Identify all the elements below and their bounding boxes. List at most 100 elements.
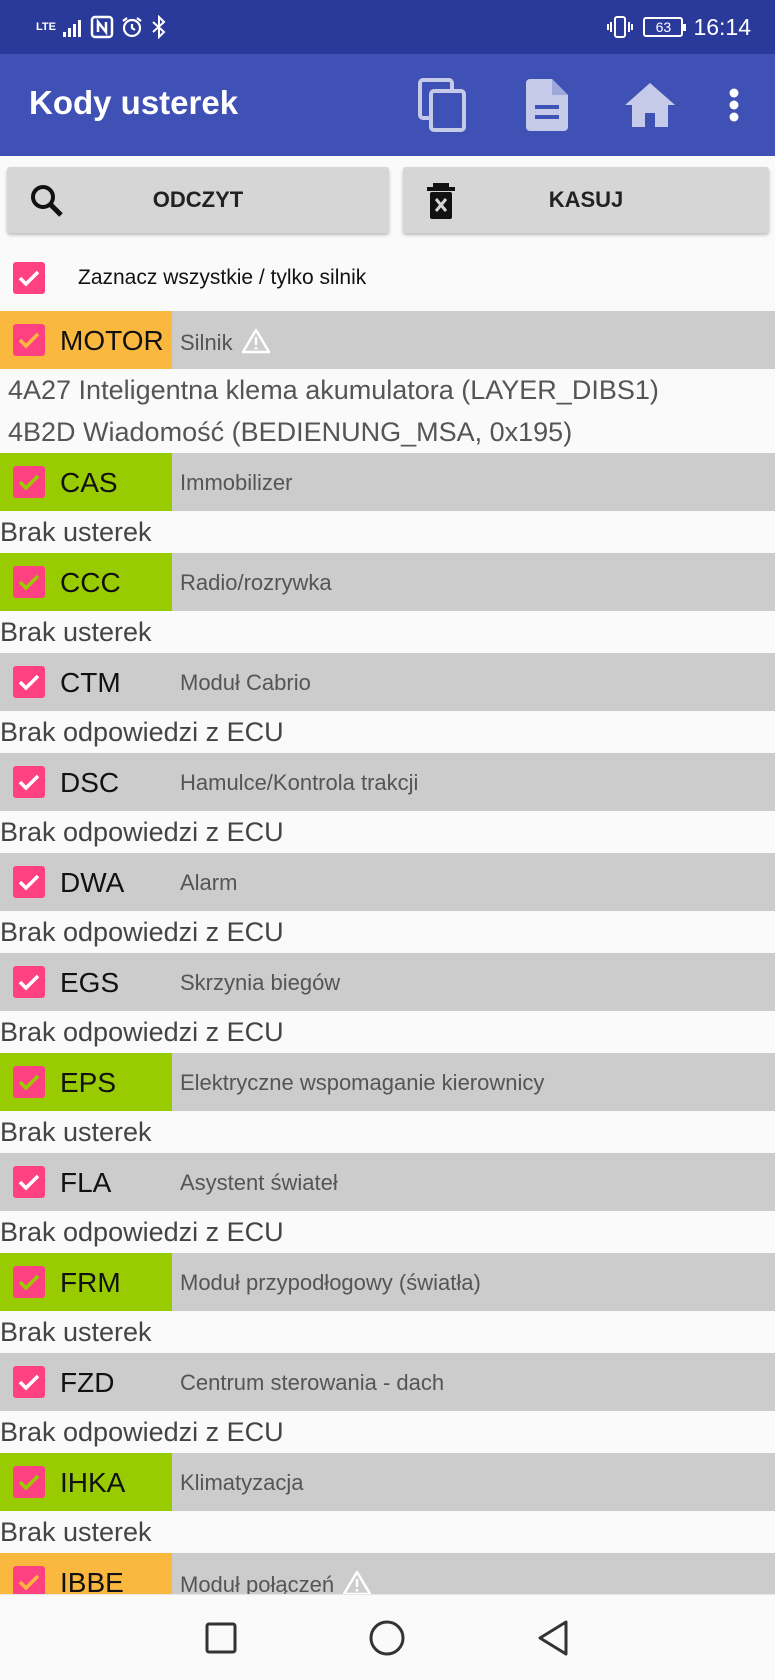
ecu-status-text: Brak odpowiedzi z ECU <box>0 817 284 847</box>
ecu-description: Moduł Cabrio <box>180 670 311 696</box>
warning-icon <box>342 1570 372 1594</box>
ecu-list[interactable]: MOTOR Silnik 4A27 Inteligentna klema akumu… <box>0 311 775 1594</box>
ecu-row-motor[interactable]: MOTOR Silnik <box>0 311 775 369</box>
ecu-checkbox[interactable] <box>13 966 45 998</box>
clock: 16:14 <box>693 13 751 40</box>
ecu-code: EGS <box>60 967 120 998</box>
ecu-checkbox[interactable] <box>13 866 45 898</box>
ecu-status-text: Brak usterek <box>0 1517 152 1547</box>
page-title: Kody usterek <box>29 84 239 121</box>
checkmark-icon <box>18 1174 40 1191</box>
checkmark-icon <box>18 474 40 491</box>
ecu-row-ccc[interactable]: CCC Radio/rozrywka <box>0 553 775 611</box>
ecu-checkbox[interactable] <box>13 666 45 698</box>
ecu-row-frm[interactable]: FRM Moduł przypodłogowy (światła) <box>0 1253 775 1311</box>
status-bar: LTE 63 16:14 <box>0 0 775 54</box>
status-bar-left: LTE <box>36 12 168 42</box>
ecu-description-text: Moduł połączeń <box>180 1572 335 1594</box>
ecu-row-dwa[interactable]: DWA Alarm <box>0 853 775 911</box>
ecu-status-text: Brak odpowiedzi z ECU <box>0 717 284 747</box>
checkmark-icon <box>18 774 40 791</box>
checkmark-icon <box>18 874 40 891</box>
ecu-description-text: Silnik <box>180 330 233 355</box>
ecu-description-text: Centrum sterowania - dach <box>180 1370 445 1395</box>
overflow-menu-icon[interactable] <box>707 78 761 132</box>
clear-button-label: KASUJ <box>548 187 624 212</box>
checkmark-icon <box>18 1374 40 1391</box>
ecu-description: Moduł połączeń <box>180 1570 372 1594</box>
system-nav-bar <box>0 1594 775 1680</box>
ecu-row-ibbe[interactable]: IBBE Moduł połączeń <box>0 1553 775 1594</box>
ecu-checkbox[interactable] <box>13 324 45 356</box>
recents-icon[interactable] <box>198 1615 244 1661</box>
ecu-code: CAS <box>60 467 118 498</box>
ecu-checkbox[interactable] <box>13 1466 45 1498</box>
ecu-description: Immobilizer <box>180 470 292 496</box>
ecu-checkbox[interactable] <box>13 1066 45 1098</box>
read-button[interactable]: ODCZYT <box>7 167 389 233</box>
delete-icon <box>427 183 455 219</box>
ecu-description: Alarm <box>180 870 237 896</box>
home-circle-icon[interactable] <box>364 1615 410 1661</box>
ecu-description-text: Skrzynia biegów <box>180 970 341 995</box>
home-icon[interactable] <box>623 78 677 132</box>
ecu-checkbox[interactable] <box>13 566 45 598</box>
ecu-description-text: Alarm <box>180 870 238 895</box>
ecu-checkbox[interactable] <box>13 766 45 798</box>
ecu-description: Elektryczne wspomaganie kierownicy <box>180 1070 544 1096</box>
ecu-checkbox[interactable] <box>13 1566 45 1594</box>
ecu-checkbox[interactable] <box>13 1266 45 1298</box>
ecu-checkbox[interactable] <box>13 1166 45 1198</box>
ecu-status-text: Brak usterek <box>0 517 152 547</box>
ecu-code: DSC <box>60 767 120 798</box>
ecu-row-egs[interactable]: EGS Skrzynia biegów <box>0 953 775 1011</box>
battery-indicator: 63 <box>643 17 687 37</box>
ecu-code: FLA <box>60 1167 112 1198</box>
nfc-icon <box>90 15 114 39</box>
back-icon[interactable] <box>530 1615 576 1661</box>
ecu-description-text: Klimatyzacja <box>180 1470 304 1495</box>
vibrate-icon <box>607 16 634 38</box>
ecu-row-ctm[interactable]: CTM Moduł Cabrio <box>0 653 775 711</box>
ecu-status-text: Brak odpowiedzi z ECU <box>0 1417 284 1447</box>
select-all-row[interactable]: Zaznacz wszystkie / tylko silnik <box>0 254 775 304</box>
ecu-description-text: Moduł Cabrio <box>180 670 311 695</box>
ecu-status-text: Brak odpowiedzi z ECU <box>0 1017 284 1047</box>
bluetooth-icon <box>152 15 166 39</box>
alarm-icon <box>122 17 142 38</box>
ecu-row-fzd[interactable]: FZD Centrum sterowania - dach <box>0 1353 775 1411</box>
fault-code-line: 4B2D Wiadomość (BEDIENUNG_MSA, 0x195) <box>8 417 573 447</box>
clear-button[interactable]: KASUJ <box>403 167 769 233</box>
network-type-label: LTE <box>36 20 56 33</box>
signal-icon <box>62 20 81 37</box>
ecu-row-ihka[interactable]: IHKA Klimatyzacja <box>0 1453 775 1511</box>
ecu-row-dsc[interactable]: DSC Hamulce/Kontrola trakcji <box>0 753 775 811</box>
copy-icon[interactable] <box>415 78 469 132</box>
ecu-row-fla[interactable]: FLA Asystent świateł <box>0 1153 775 1211</box>
ecu-status-text: Brak usterek <box>0 1317 152 1347</box>
select-all-label: Zaznacz wszystkie / tylko silnik <box>78 266 367 289</box>
ecu-description-text: Moduł przypodłogowy (światła) <box>180 1270 481 1295</box>
checkmark-icon <box>18 332 40 349</box>
ecu-checkbox[interactable] <box>13 1366 45 1398</box>
ecu-description: Hamulce/Kontrola trakcji <box>180 770 418 796</box>
checkmark-icon <box>18 1574 40 1591</box>
ecu-description: Radio/rozrywka <box>180 570 332 596</box>
ecu-row-eps[interactable]: EPS Elektryczne wspomaganie kierownicy <box>0 1053 775 1111</box>
ecu-code: FRM <box>60 1267 121 1298</box>
checkmark-icon <box>18 574 40 591</box>
ecu-description: Asystent świateł <box>180 1170 338 1196</box>
ecu-code: FZD <box>60 1367 115 1398</box>
checkmark-icon <box>18 1074 40 1091</box>
ecu-description-text: Elektryczne wspomaganie kierownicy <box>180 1070 545 1095</box>
ecu-description: Skrzynia biegów <box>180 970 340 996</box>
ecu-description-text: Radio/rozrywka <box>180 570 332 595</box>
status-bar-right: 63 16:14 <box>607 12 751 42</box>
ecu-checkbox[interactable] <box>13 466 45 498</box>
ecu-description: Silnik <box>180 328 271 360</box>
select-all-checkbox[interactable] <box>13 262 45 294</box>
ecu-status-text: Brak usterek <box>0 617 152 647</box>
ecu-row-cas[interactable]: CAS Immobilizer <box>0 453 775 511</box>
document-icon[interactable] <box>520 78 574 132</box>
ecu-description: Moduł przypodłogowy (światła) <box>180 1270 481 1296</box>
